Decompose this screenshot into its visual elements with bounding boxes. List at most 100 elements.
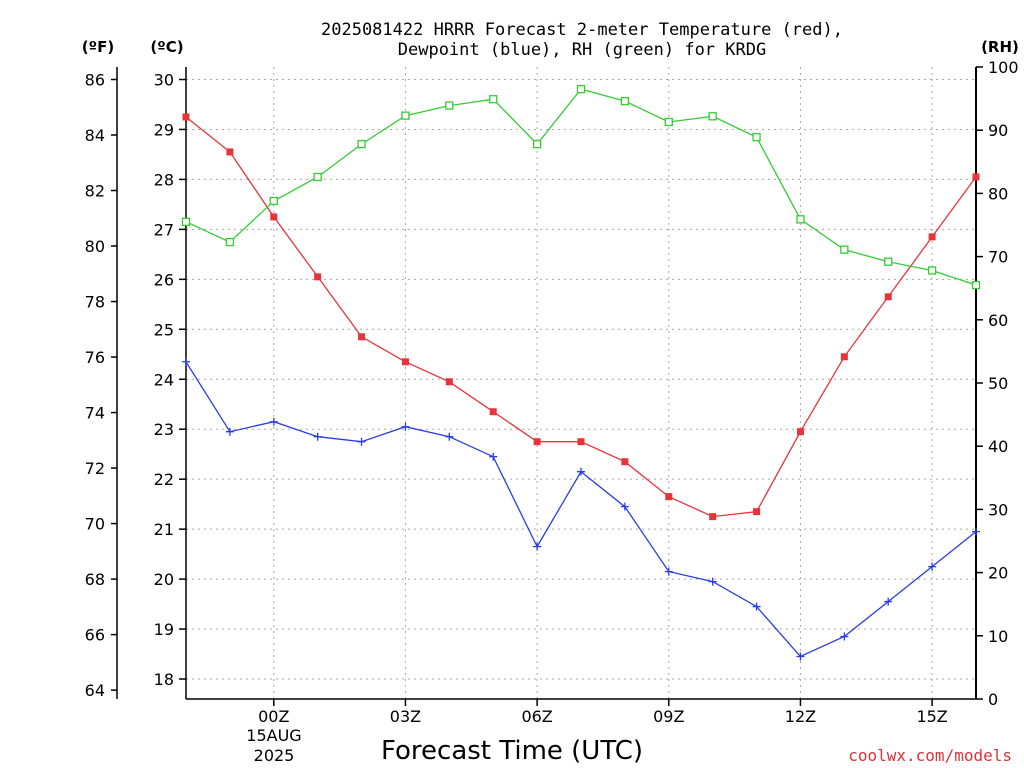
date-label-year: 2025 [254, 746, 295, 765]
axes: 64 66 68 70 72 74 76 78 80 82 84 86 18 19 20 21 22 23 24 25… [85, 58, 1019, 726]
dewpoint-point [708, 577, 717, 586]
celsius-tick-label: 19 [154, 620, 174, 639]
dewpoint-point [225, 427, 234, 436]
rh-point [796, 215, 805, 224]
dewpoint-point [401, 422, 410, 431]
temperature-point [796, 428, 804, 436]
dewpoint-point [313, 432, 322, 441]
rh-point [576, 84, 586, 94]
temperature-point [928, 233, 936, 241]
celsius-tick-label: 28 [154, 170, 174, 189]
rh-point [752, 133, 761, 142]
celsius-tick-label: 27 [154, 220, 174, 239]
dewpoint-point [884, 597, 893, 606]
dewpoint-line [185, 361, 977, 658]
temperature-point [533, 438, 541, 446]
rh-point [181, 217, 191, 226]
x-tick-label: 12Z [785, 707, 816, 726]
dewpoint-point [577, 467, 585, 476]
rh-point [225, 237, 235, 247]
rh-point [884, 257, 893, 266]
fahrenheit-tick-label: 78 [85, 293, 105, 312]
celsius-tick-label: 22 [154, 470, 174, 489]
x-tick-label: 09Z [653, 707, 684, 726]
fahrenheit-tick-label: 84 [85, 126, 105, 145]
celsius-tick-label: 23 [154, 420, 174, 439]
rh-tick-label: 40 [988, 437, 1008, 456]
rh-point [357, 139, 366, 149]
fahrenheit-tick-label: 86 [85, 70, 105, 89]
temperature-point [753, 508, 761, 516]
rh-point [489, 95, 498, 104]
temperature-point [270, 213, 278, 221]
x-tick-label: 15Z [916, 707, 947, 726]
rh-point [401, 111, 410, 120]
fahrenheit-tick-label: 76 [85, 348, 105, 367]
rh-point [313, 172, 322, 182]
rh-tick-label: 10 [988, 627, 1008, 646]
series-lines [181, 84, 981, 661]
temperature-point [621, 458, 629, 466]
temperature-point [226, 148, 234, 156]
rh-tick-label: 0 [988, 690, 998, 709]
temperature-point [314, 273, 322, 281]
temperature-point [182, 113, 190, 121]
chart-title-line1: 2025081422 HRRR Forecast 2-meter Tempera… [321, 20, 843, 40]
rh-point [620, 96, 630, 106]
rh-point [927, 266, 937, 275]
celsius-tick-label: 26 [154, 270, 174, 289]
dewpoint-point [620, 502, 629, 511]
rh-tick-label: 50 [988, 374, 1008, 393]
temperature-point [401, 358, 409, 366]
fahrenheit-tick-label: 80 [85, 237, 105, 256]
rh-point [269, 196, 278, 206]
chart-title-line2: Dewpoint (blue), RH (green) for KRDG [398, 40, 766, 60]
dewpoint-point [928, 562, 937, 571]
rh-point [664, 117, 673, 127]
rh-tick-label: 20 [988, 564, 1008, 583]
celsius-tick-label: 25 [154, 320, 174, 339]
temperature-point [884, 293, 892, 301]
fahrenheit-tick-label: 70 [85, 515, 105, 534]
rh-point [840, 245, 849, 254]
rh-axis-unit: (RH) [981, 38, 1019, 56]
dewpoint-point [489, 452, 498, 461]
rh-point [445, 101, 454, 110]
rh-point [532, 139, 542, 149]
temperature-point [709, 513, 717, 521]
temperature-point [577, 438, 585, 446]
dewpoint-point [357, 437, 366, 446]
fahrenheit-tick-label: 66 [85, 626, 105, 645]
celsius-tick-label: 18 [154, 670, 174, 689]
rh-point [971, 280, 981, 290]
temperature-point [358, 333, 366, 341]
dewpoint-point [664, 567, 673, 576]
dewpoint-point [796, 652, 805, 661]
rh-tick-label: 60 [988, 311, 1008, 330]
temperature-point [489, 408, 497, 416]
temperature-line [185, 116, 977, 518]
fahrenheit-tick-label: 74 [85, 404, 105, 423]
x-axis-label: Forecast Time (UTC) [381, 736, 643, 766]
temperature-point [972, 173, 980, 181]
celsius-tick-label: 20 [154, 570, 174, 589]
rh-tick-label: 90 [988, 121, 1008, 140]
rh-line [185, 88, 977, 286]
rh-tick-label: 30 [988, 500, 1008, 519]
fahrenheit-axis-unit: (ºF) [82, 38, 114, 56]
fahrenheit-tick-label: 82 [85, 182, 105, 201]
dewpoint-point [269, 417, 278, 426]
dewpoint-point [840, 632, 849, 641]
grid-lines [186, 67, 976, 699]
celsius-tick-label: 21 [154, 520, 174, 539]
celsius-tick-label: 30 [154, 70, 174, 89]
dewpoint-point [972, 527, 980, 536]
x-tick-label: 03Z [390, 707, 421, 726]
rh-tick-label: 80 [988, 184, 1008, 203]
temperature-point [665, 493, 673, 501]
fahrenheit-tick-label: 64 [85, 681, 105, 700]
fahrenheit-tick-label: 72 [85, 459, 105, 478]
rh-point [708, 112, 717, 121]
x-tick-label: 06Z [521, 707, 552, 726]
